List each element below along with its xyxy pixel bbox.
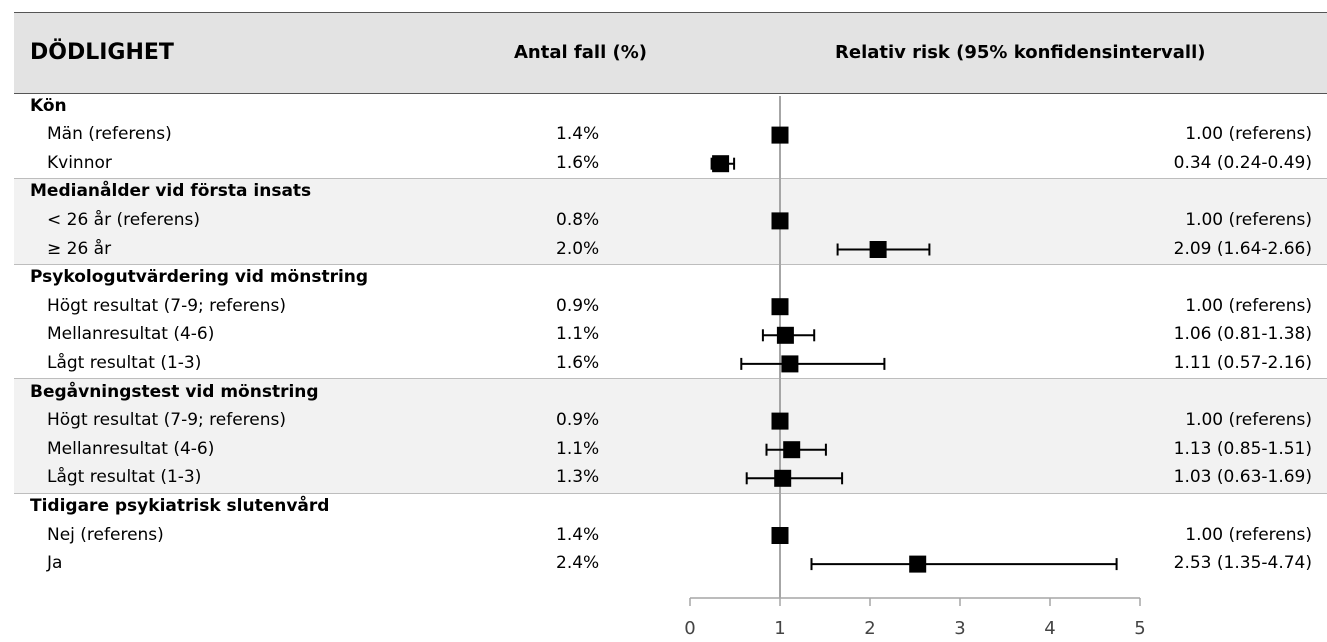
row-cases: 2.0% [556,238,600,259]
row-cases: 0.9% [556,410,600,431]
group-label: Begåvningstest vid mönstring [30,381,319,402]
point-estimate-marker [771,212,789,230]
point-estimate-marker [771,527,789,544]
row-rr-text: 1.00 (referens) [1185,209,1312,230]
row-cases: 0.9% [556,295,600,316]
row-rr-text: 1.00 (referens) [1185,524,1312,545]
row-rr-text: 1.13 (0.85-1.51) [1173,438,1312,459]
group-band-shaded [14,178,1327,264]
row-cases: 1.3% [556,467,600,488]
point-estimate-marker [712,155,730,173]
group-band-shaded [14,378,1327,493]
group-divider [14,263,1327,265]
group-label: Medianålder vid första insats [30,181,312,202]
row-label: Ja [47,553,63,574]
x-tick-label: 4 [1044,618,1056,639]
row-label: Lågt resultat (1-3) [47,352,202,373]
row-label: Mellanresultat (4-6) [47,438,215,459]
row-cases: 1.4% [556,124,600,145]
row-cases: 0.8% [556,209,600,230]
group-divider [14,378,1327,380]
point-estimate-marker [909,555,927,573]
row-cases: 1.4% [556,524,600,545]
row-cases: 1.6% [556,152,600,173]
header-band [14,13,1327,93]
row-rr-text: 0.34 (0.24-0.49) [1173,152,1312,173]
row-cases: 2.4% [556,553,600,574]
table-title: DÖDLIGHET [30,40,174,65]
x-tick-label: 0 [684,618,696,639]
row-label: Lågt resultat (1-3) [47,467,202,488]
row-rr-text: 1.03 (0.63-1.69) [1173,467,1312,488]
group-label: Kön [30,95,67,116]
row-label: ≥ 26 år [47,238,112,259]
group-label: Psykologutvärdering vid mönstring [30,267,369,288]
point-estimate-marker [783,441,801,459]
point-estimate-marker [774,469,792,487]
row-rr-text: 1.00 (referens) [1185,410,1312,431]
group-divider [14,178,1327,179]
point-estimate-marker [771,126,789,144]
x-tick-label: 2 [864,618,876,639]
cases-column-header: Antal fall (%) [514,42,648,63]
row-cases: 1.1% [556,324,600,345]
row-label: Högt resultat (7-9; referens) [47,295,287,316]
x-tick-label: 1 [774,618,786,639]
x-tick-label: 5 [1134,618,1146,639]
point-estimate-marker [781,355,799,373]
group-divider [14,492,1327,494]
point-estimate-marker [776,326,794,344]
row-rr-text: 2.09 (1.64-2.66) [1173,238,1312,259]
row-rr-text: 1.06 (0.81-1.38) [1173,324,1312,345]
row-label: Kvinnor [47,152,112,173]
point-estimate-marker [771,412,789,430]
row-label: Mellanresultat (4-6) [47,324,215,345]
row-label: Nej (referens) [47,524,164,545]
row-rr-text: 1.00 (referens) [1185,295,1312,316]
row-rr-text: 1.00 (referens) [1185,124,1312,145]
row-label: Män (referens) [47,124,172,145]
row-rr-text: 1.11 (0.57-2.16) [1173,352,1312,373]
x-tick-label: 3 [954,618,966,639]
row-rr-text: 2.53 (1.35-4.74) [1173,553,1312,574]
group-label: Tidigare psykiatrisk slutenvård [30,495,330,516]
header-rule [14,93,1327,94]
row-label: < 26 år (referens) [47,209,200,230]
top-rule [14,12,1327,13]
point-estimate-marker [771,298,789,316]
row-cases: 1.6% [556,352,600,373]
relative-risk-column-header: Relativ risk (95% konfidensintervall) [835,42,1206,63]
row-label: Högt resultat (7-9; referens) [47,410,287,431]
row-cases: 1.1% [556,438,600,459]
point-estimate-marker [869,241,887,258]
